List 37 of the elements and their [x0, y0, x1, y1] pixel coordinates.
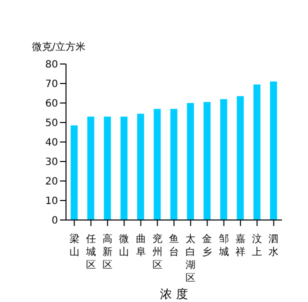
- x-tick-label: 高新区: [102, 233, 113, 271]
- y-tick-label: 20: [45, 176, 58, 188]
- bar: [104, 116, 111, 220]
- bar: [253, 84, 260, 220]
- bar: [186, 103, 194, 220]
- x-tick-label: 鱼台: [169, 233, 179, 258]
- y-tick-label: 80: [45, 60, 58, 71]
- y-axis-title: 微克/立方米: [32, 41, 86, 53]
- y-tick-label: 50: [45, 118, 58, 130]
- y-tick-label: 40: [45, 138, 58, 149]
- x-tick-label: 兖州区: [152, 233, 162, 271]
- y-tick-label: 0: [52, 216, 58, 227]
- x-tick-label: 金乡: [202, 233, 212, 258]
- x-tick-label: 梁山: [69, 233, 80, 258]
- x-tick-label: 邹城: [218, 233, 229, 258]
- y-tick-label: 60: [45, 98, 58, 110]
- y-tick-label: 10: [45, 196, 58, 208]
- bar: [137, 114, 144, 220]
- bar: [170, 108, 178, 220]
- bar: [154, 108, 161, 220]
- bar: [236, 96, 244, 220]
- y-tick-label: 30: [45, 157, 58, 168]
- bar: [270, 82, 278, 220]
- bar: [204, 102, 211, 220]
- x-tick-label: 微山: [119, 234, 130, 258]
- bar: [87, 116, 94, 220]
- bar: [70, 125, 78, 220]
- bar: [220, 99, 228, 220]
- x-tick-label: 泗水: [268, 233, 279, 258]
- x-tick-label: 嘉祥: [235, 233, 246, 258]
- x-tick-label: 任城区: [84, 234, 96, 271]
- bar: [120, 116, 128, 220]
- x-axis-title: 浓 度: [160, 287, 188, 301]
- x-tick-label: 太白湖区: [186, 233, 196, 284]
- y-tick-label: 70: [45, 79, 58, 90]
- x-tick-label: 汶上: [252, 233, 262, 258]
- x-tick-label: 曲阜: [136, 233, 146, 258]
